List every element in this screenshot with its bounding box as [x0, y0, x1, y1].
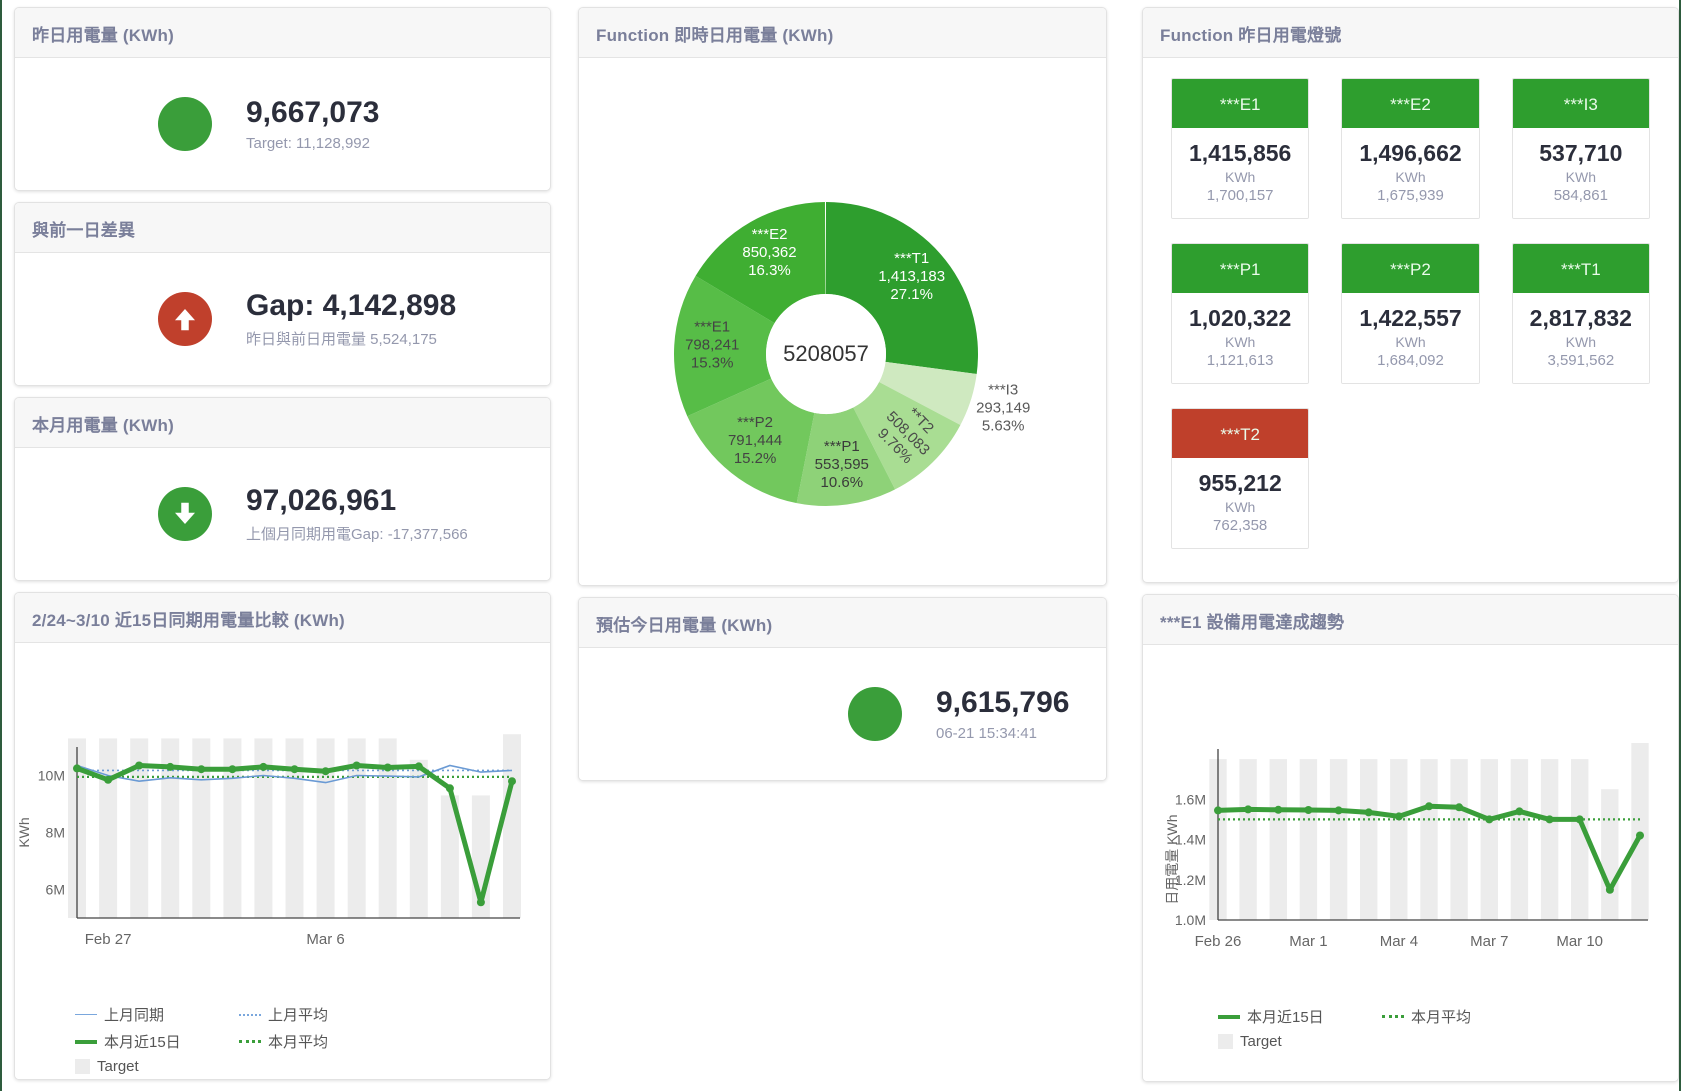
svg-text:Mar 6: Mar 6 — [306, 931, 344, 948]
svg-text:791,444: 791,444 — [728, 432, 782, 449]
svg-text:1.6M: 1.6M — [1175, 791, 1206, 807]
svg-text:***I3: ***I3 — [988, 382, 1018, 399]
svg-text:***E2: ***E2 — [752, 226, 788, 243]
svg-text:Mar 1: Mar 1 — [1289, 933, 1327, 950]
svg-text:798,241: 798,241 — [685, 336, 739, 353]
svg-text:16.3%: 16.3% — [748, 262, 791, 279]
svg-text:***T1: ***T1 — [894, 250, 929, 267]
svg-text:1.0M: 1.0M — [1175, 912, 1206, 928]
svg-text:KWh: KWh — [16, 817, 32, 847]
svg-text:5.63%: 5.63% — [982, 418, 1025, 435]
svg-text:8M: 8M — [46, 825, 65, 841]
svg-text:850,362: 850,362 — [742, 244, 796, 261]
svg-text:Mar 10: Mar 10 — [1556, 933, 1603, 950]
svg-text:***E1: ***E1 — [694, 318, 730, 335]
svg-text:1,413,183: 1,413,183 — [878, 268, 945, 285]
svg-text:10M: 10M — [38, 768, 65, 784]
svg-text:553,595: 553,595 — [815, 456, 869, 473]
svg-text:***P1: ***P1 — [824, 438, 860, 455]
svg-text:6M: 6M — [46, 882, 65, 898]
svg-text:15.2%: 15.2% — [734, 450, 777, 467]
svg-text:Feb 26: Feb 26 — [1195, 933, 1242, 950]
svg-text:15.3%: 15.3% — [691, 354, 734, 371]
svg-text:Mar 7: Mar 7 — [1470, 933, 1508, 950]
svg-text:Feb 27: Feb 27 — [85, 931, 132, 948]
svg-text:5208057: 5208057 — [783, 341, 869, 366]
svg-text:日用電量 KWh: 日用電量 KWh — [1164, 814, 1180, 904]
svg-text:Mar 4: Mar 4 — [1380, 933, 1418, 950]
svg-text:10.6%: 10.6% — [821, 474, 864, 491]
svg-text:***P2: ***P2 — [737, 414, 773, 431]
svg-text:293,149: 293,149 — [976, 400, 1030, 417]
svg-text:27.1%: 27.1% — [890, 286, 933, 303]
